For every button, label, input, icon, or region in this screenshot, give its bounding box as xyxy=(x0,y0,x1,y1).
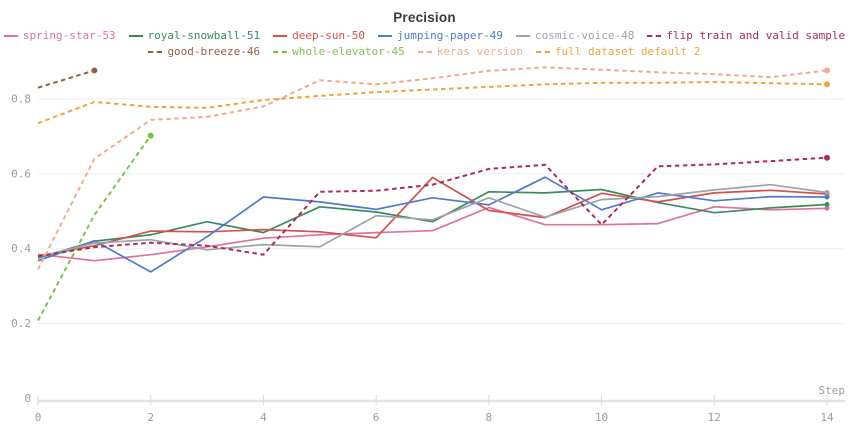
legend-item-spring-star-53[interactable]: spring-star-53 xyxy=(3,28,116,43)
legend-label: keras version xyxy=(436,45,523,58)
series-end-dot xyxy=(824,194,830,200)
legend-item-whole-elevator-45[interactable]: whole-elevator-45 xyxy=(273,44,405,59)
legend-item-cosmic-voice-48[interactable]: cosmic-voice-48 xyxy=(515,28,635,43)
series-end-dot xyxy=(824,154,830,161)
legend-swatch-solid-line xyxy=(128,34,143,37)
series-line-good-breeze-46[interactable] xyxy=(37,69,95,89)
legend-swatch-solid-line xyxy=(515,34,530,37)
legend-label: royal-snowball-51 xyxy=(147,29,261,42)
legend-label: jumping-paper-49 xyxy=(397,29,503,42)
legend-label: deep-sun-50 xyxy=(292,29,366,42)
x-tick-label: 10 xyxy=(595,411,608,424)
legend-item-keras-version[interactable]: keras version xyxy=(417,44,523,59)
legend-swatch-dashed-line xyxy=(535,50,550,53)
y-tick-label: 0.2 xyxy=(11,317,31,330)
x-tick-label: 4 xyxy=(260,411,267,424)
legend-item-flip-train-and-valid-sample[interactable]: flip train and valid sample xyxy=(647,28,845,43)
legend-swatch-dashed-line xyxy=(647,34,662,37)
x-tick-label: 8 xyxy=(486,411,493,424)
legend-swatch-solid-line xyxy=(3,34,18,37)
x-tick-label: 2 xyxy=(147,411,154,424)
x-tick-label: 6 xyxy=(373,411,380,424)
legend-item-good-breeze-46[interactable]: good-breeze-46 xyxy=(148,44,260,59)
x-tick-label: 14 xyxy=(820,411,834,424)
legend-item-full-dataset-default-2[interactable]: full dataset default 2 xyxy=(535,44,701,59)
legend-swatch-dashed-line xyxy=(148,50,163,53)
chart-legend-row-1: spring-star-53 royal-snowball-51 deep-sun-… xyxy=(0,28,849,43)
legend-label: spring-star-53 xyxy=(22,29,116,42)
chart-legend-row-2: good-breeze-46 whole-elevator-45 keras ver… xyxy=(0,44,849,59)
series-line-spring-star-53[interactable] xyxy=(37,205,828,262)
legend-label: good-breeze-46 xyxy=(167,45,261,58)
legend-label: whole-elevator-45 xyxy=(292,45,405,58)
legend-label: full dataset default 2 xyxy=(554,45,701,58)
series-line-full-dataset-default-2[interactable] xyxy=(37,81,828,125)
y-tick-label: 0.4 xyxy=(11,242,31,255)
series-end-dot xyxy=(824,67,830,74)
series-line-deep-sun-50[interactable] xyxy=(37,176,828,258)
series-end-dot xyxy=(147,132,154,139)
y-tick-label: 0.8 xyxy=(11,92,31,105)
legend-label: cosmic-voice-48 xyxy=(534,29,635,42)
series-end-dot xyxy=(824,190,830,196)
series-line-jumping-paper-49[interactable] xyxy=(37,176,828,273)
x-axis-title: Step xyxy=(819,384,846,397)
legend-item-jumping-paper-49[interactable]: jumping-paper-49 xyxy=(378,28,503,43)
series-end-dot xyxy=(824,81,830,88)
series-end-dot xyxy=(824,202,830,208)
series-line-whole-elevator-45[interactable] xyxy=(37,135,152,322)
chart-title: Precision xyxy=(393,10,456,25)
series-line-flip-train-and-valid-sample[interactable] xyxy=(37,156,828,258)
legend-item-royal-snowball-51[interactable]: royal-snowball-51 xyxy=(128,28,261,43)
y-tick-label: 0.6 xyxy=(11,167,31,180)
legend-item-deep-sun-50[interactable]: deep-sun-50 xyxy=(273,28,365,43)
legend-swatch-dashed-line xyxy=(273,50,288,53)
legend-swatch-solid-line xyxy=(378,34,393,37)
series-line-keras-version[interactable] xyxy=(37,66,828,270)
series-end-dot xyxy=(91,67,98,74)
y-tick-label: 0 xyxy=(24,392,31,405)
legend-swatch-dashed-line xyxy=(417,50,432,53)
legend-label: flip train and valid sample xyxy=(666,29,846,42)
x-tick-label: 12 xyxy=(708,411,721,424)
legend-swatch-solid-line xyxy=(273,34,288,37)
series-end-dot xyxy=(824,205,830,211)
x-tick-label: 0 xyxy=(35,411,42,424)
series-line-royal-snowball-51[interactable] xyxy=(37,188,828,259)
